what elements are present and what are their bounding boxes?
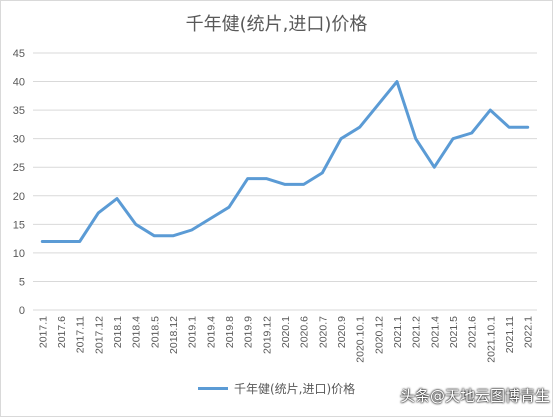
x-tick-label: 2020.10.1 [355,316,367,363]
data-point [526,126,529,129]
data-point [489,108,492,112]
y-tick-label: 35 [13,105,25,117]
x-tick-label: 2017.11 [75,316,87,353]
data-point [433,166,436,169]
x-tick-label: 2021.6 [467,316,479,348]
y-tick-label: 25 [13,162,25,174]
data-point [59,240,63,243]
x-tick-label: 2019.4 [205,316,217,348]
y-tick-label: 30 [13,134,25,146]
x-tick-label: 2018.4 [131,316,143,348]
y-tick-label: 45 [13,48,25,60]
x-tick-label: 2021.2 [411,316,423,348]
x-tick-label: 2017.12 [93,316,105,354]
data-point [377,103,380,106]
watermark: 头条@天地云图博青生 [400,387,551,405]
x-tick-label: 2020.12 [373,316,385,354]
data-point [134,223,137,226]
data-point [302,183,305,186]
data-point [227,206,231,209]
x-tick-label: 2022.1 [523,316,535,348]
x-tick-label: 2021.5 [448,316,460,348]
data-point [209,217,212,220]
y-tick-label: 10 [13,248,25,260]
data-point [97,211,100,215]
data-point [321,171,324,175]
legend: 千年健(统片,进口)价格 [198,378,355,398]
data-point [78,240,81,243]
y-tick-label: 0 [19,305,25,317]
x-tick-label: 2019.1 [187,316,199,348]
data-point [171,234,175,237]
chart-title: 千年健(统片,进口)价格 [185,14,368,35]
legend-label: 千年健(统片,进口)价格 [234,381,356,396]
data-point [153,234,156,237]
y-tick-label: 20 [13,191,25,203]
data-point [115,197,119,200]
data-point [41,240,44,243]
x-tick-label: 2019.12 [261,316,273,354]
legend-swatch [198,386,228,390]
x-tick-label: 2017.1 [37,316,49,348]
x-tick-label: 2021.10.1 [485,316,497,363]
data-point [246,177,249,180]
x-tick-label: 2020.9 [336,316,348,348]
x-tick-label: 2018.1 [112,316,124,348]
data-point [265,177,268,180]
y-tick-label: 15 [13,219,25,231]
data-point [507,126,511,129]
data-point [470,131,473,135]
series-line [40,80,530,243]
data-point [190,228,193,232]
x-tick-label: 2021.4 [429,316,441,348]
data-point [339,137,343,140]
x-tick-label: 2017.6 [56,316,68,348]
x-tick-label: 2020.1 [280,316,292,348]
x-tick-label: 2018.12 [168,316,180,354]
data-point [358,126,361,129]
y-tick-label: 40 [13,77,25,89]
y-tick-label: 5 [19,276,25,288]
data-point [395,80,399,83]
x-tick-label: 2018.5 [149,316,161,348]
x-tick-label: 2021.1 [392,316,404,348]
x-tick-label: 2020.7 [317,316,329,348]
x-tick-label: 2020.6 [299,316,311,348]
data-point [451,137,455,140]
x-tick-label: 2019.9 [243,316,255,348]
data-point [414,137,417,140]
x-tick-label: 2021.11 [504,316,516,353]
x-tick-label: 2019.8 [224,316,236,348]
data-point [283,183,287,186]
